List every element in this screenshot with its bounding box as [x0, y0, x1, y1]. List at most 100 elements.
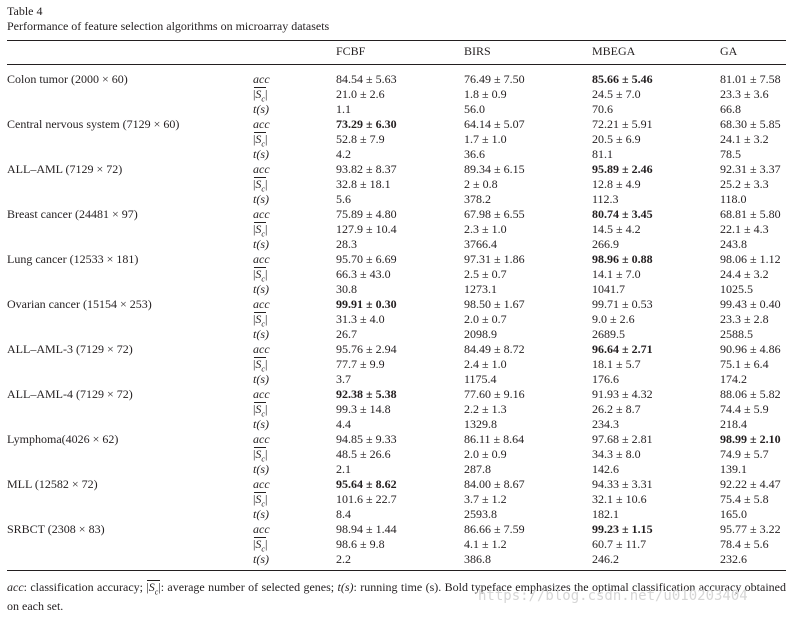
metric-label-acc: acc: [253, 162, 270, 176]
cell-t-mbega: 234.3: [592, 417, 619, 431]
cell-t-mbega: 70.6: [592, 102, 613, 116]
cell-acc-fcbf: 99.91 ± 0.30: [336, 297, 397, 311]
column-header-birs: BIRS: [464, 44, 491, 58]
cell-sc-mbega: 24.5 ± 7.0: [592, 87, 641, 101]
cell-t-ga: 139.1: [720, 462, 747, 476]
cell-sc-birs: 2.4 ± 1.0: [464, 357, 507, 371]
metric-label-acc: acc: [253, 72, 270, 86]
cell-acc-mbega: 98.96 ± 0.88: [592, 252, 653, 266]
cell-sc-birs: 2 ± 0.8: [464, 177, 498, 191]
cell-sc-mbega: 26.2 ± 8.7: [592, 402, 641, 416]
cell-sc-ga: 25.2 ± 3.3: [720, 177, 769, 191]
cell-t-mbega: 176.6: [592, 372, 619, 386]
metric-label-acc: acc: [253, 117, 270, 131]
metric-label-sc: |Sc|: [253, 267, 268, 284]
cell-t-birs: 378.2: [464, 192, 491, 206]
cell-sc-birs: 2.0 ± 0.9: [464, 447, 507, 461]
cell-t-birs: 3766.4: [464, 237, 497, 251]
metric-label-t: t(s): [253, 417, 269, 431]
table-label: Table 4: [7, 4, 43, 18]
cell-t-fcbf: 3.7: [336, 372, 351, 386]
cell-t-birs: 36.6: [464, 147, 485, 161]
cell-sc-mbega: 14.5 ± 4.2: [592, 222, 641, 236]
cell-sc-mbega: 9.0 ± 2.6: [592, 312, 635, 326]
cell-sc-fcbf: 66.3 ± 43.0: [336, 267, 391, 281]
cell-acc-mbega: 99.71 ± 0.53: [592, 297, 653, 311]
cell-acc-ga: 99.43 ± 0.40: [720, 297, 781, 311]
cell-acc-fcbf: 84.54 ± 5.63: [336, 72, 397, 86]
cell-t-fcbf: 8.4: [336, 507, 351, 521]
metric-label-t: t(s): [253, 102, 269, 116]
cell-sc-ga: 75.4 ± 5.8: [720, 492, 769, 506]
cell-sc-mbega: 12.8 ± 4.9: [592, 177, 641, 191]
footnote-t-term: t(s): [337, 580, 354, 594]
dataset-name: Ovarian cancer (15154 × 253): [7, 297, 152, 311]
cell-sc-fcbf: 31.3 ± 4.0: [336, 312, 385, 326]
footnote-acc-term: acc: [7, 580, 24, 594]
table-title: Performance of feature selection algorit…: [7, 19, 330, 33]
cell-acc-birs: 67.98 ± 6.55: [464, 207, 525, 221]
cell-t-mbega: 2689.5: [592, 327, 625, 341]
metric-label-sc: |Sc|: [253, 87, 268, 104]
metric-label-t: t(s): [253, 282, 269, 296]
metric-label-acc: acc: [253, 342, 270, 356]
cell-t-birs: 56.0: [464, 102, 485, 116]
metric-label-sc: |Sc|: [253, 402, 268, 419]
cell-t-ga: 1025.5: [720, 282, 753, 296]
cell-sc-fcbf: 77.7 ± 9.9: [336, 357, 385, 371]
cell-acc-fcbf: 95.70 ± 6.69: [336, 252, 397, 266]
cell-sc-ga: 23.3 ± 3.6: [720, 87, 769, 101]
cell-t-ga: 78.5: [720, 147, 741, 161]
dataset-name: Colon tumor (2000 × 60): [7, 72, 128, 86]
cell-t-fcbf: 4.4: [336, 417, 351, 431]
cell-acc-birs: 97.31 ± 1.86: [464, 252, 525, 266]
dataset-name: Central nervous system (7129 × 60): [7, 117, 180, 131]
cell-sc-birs: 3.7 ± 1.2: [464, 492, 507, 506]
dataset-name: ALL–AML-3 (7129 × 72): [7, 342, 133, 356]
metric-label-acc: acc: [253, 477, 270, 491]
column-header-ga: GA: [720, 44, 738, 58]
cell-t-mbega: 266.9: [592, 237, 619, 251]
metric-label-acc: acc: [253, 207, 270, 221]
cell-t-fcbf: 5.6: [336, 192, 351, 206]
dataset-name: Breast cancer (24481 × 97): [7, 207, 138, 221]
cell-sc-mbega: 60.7 ± 11.7: [592, 537, 647, 551]
watermark: https://blog.csdn.net/u010203404: [478, 588, 748, 604]
dataset-name: SRBCT (2308 × 83): [7, 522, 105, 536]
cell-t-mbega: 1041.7: [592, 282, 625, 296]
cell-t-ga: 218.4: [720, 417, 747, 431]
cell-sc-birs: 2.5 ± 0.7: [464, 267, 507, 281]
column-header-mbega: MBEGA: [592, 44, 636, 58]
footnote-acc-desc: : classification accuracy;: [23, 580, 147, 594]
cell-acc-fcbf: 73.29 ± 6.30: [336, 117, 397, 131]
cell-sc-ga: 74.4 ± 5.9: [720, 402, 769, 416]
dataset-name: Lymphoma(4026 × 62): [7, 432, 119, 446]
cell-t-birs: 2593.8: [464, 507, 497, 521]
cell-acc-ga: 98.99 ± 2.10: [720, 432, 781, 446]
cell-sc-birs: 1.7 ± 1.0: [464, 132, 507, 146]
cell-acc-mbega: 96.64 ± 2.71: [592, 342, 653, 356]
cell-sc-ga: 24.1 ± 3.2: [720, 132, 769, 146]
cell-t-mbega: 142.6: [592, 462, 619, 476]
metric-label-t: t(s): [253, 192, 269, 206]
bottom-rule: [7, 570, 786, 571]
cell-t-ga: 232.6: [720, 552, 747, 566]
cell-sc-ga: 78.4 ± 5.6: [720, 537, 769, 551]
table-footnote: acc: classification accuracy; |Sc|: aver…: [7, 580, 786, 614]
cell-acc-mbega: 85.66 ± 5.46: [592, 72, 653, 86]
cell-t-fcbf: 28.3: [336, 237, 357, 251]
cell-acc-ga: 88.06 ± 5.82: [720, 387, 781, 401]
metric-label-acc: acc: [253, 297, 270, 311]
cell-acc-birs: 86.66 ± 7.59: [464, 522, 525, 536]
metric-label-sc: |Sc|: [253, 447, 268, 464]
dataset-name: MLL (12582 × 72): [7, 477, 98, 491]
footnote-sc-desc: : average number of selected genes;: [160, 580, 338, 594]
cell-acc-fcbf: 95.76 ± 2.94: [336, 342, 397, 356]
cell-acc-mbega: 72.21 ± 5.91: [592, 117, 653, 131]
cell-sc-fcbf: 21.0 ± 2.6: [336, 87, 385, 101]
footnote-t-desc: : running time (s). Bold typeface emphas…: [7, 580, 786, 614]
metric-label-sc: |Sc|: [253, 537, 268, 554]
cell-acc-mbega: 80.74 ± 3.45: [592, 207, 653, 221]
cell-acc-fcbf: 98.94 ± 1.44: [336, 522, 397, 536]
cell-sc-mbega: 32.1 ± 10.6: [592, 492, 647, 506]
